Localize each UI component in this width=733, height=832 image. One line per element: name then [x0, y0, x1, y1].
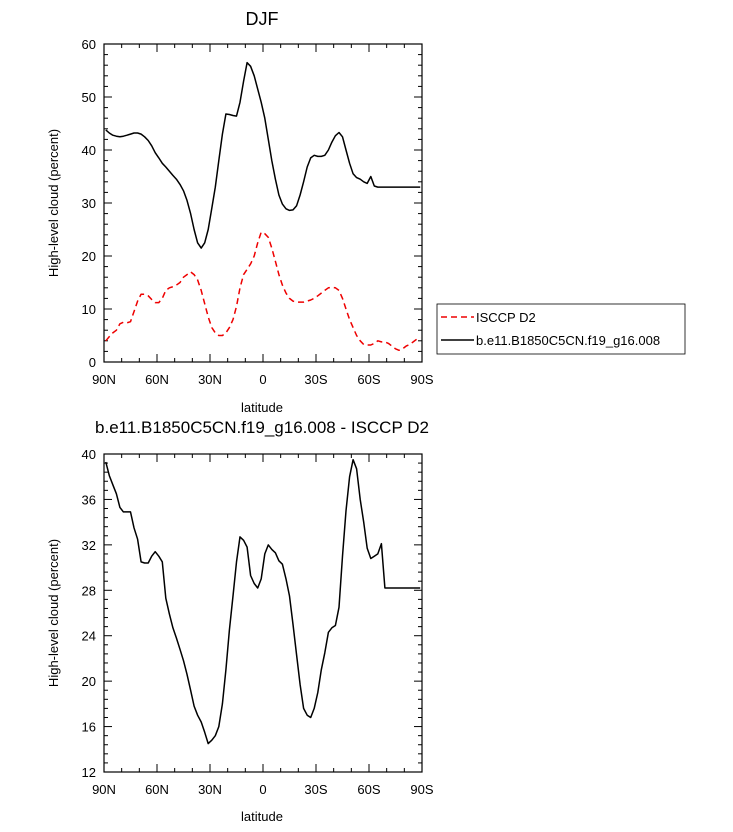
x-tick-labels: 90N 60N 30N 0 30S 60S 90S	[92, 782, 434, 797]
legend-label-isccp: ISCCP D2	[476, 310, 536, 325]
legend: ISCCP D2 b.e11.B1850C5CN.f19_g16.008	[436, 303, 686, 355]
x-tick-label: 90S	[410, 372, 433, 387]
y-tick-label: 24	[82, 629, 96, 644]
y-axis-label: High-level cloud (percent)	[46, 129, 61, 277]
x-tick-label: 30S	[304, 372, 327, 387]
legend-box	[436, 303, 686, 355]
x-tick-label: 30N	[198, 782, 222, 797]
chart-title: DJF	[246, 9, 279, 29]
x-tick-label: 60S	[357, 372, 380, 387]
tick-marks	[103, 453, 423, 773]
x-tick-label: 0	[259, 782, 266, 797]
y-tick-label: 16	[82, 720, 96, 735]
y-tick-labels: 0 10 20 30 40 50 60	[82, 37, 96, 370]
y-tick-label: 20	[82, 249, 96, 264]
y-tick-label: 40	[82, 447, 96, 462]
y-tick-label: 30	[82, 196, 96, 211]
x-tick-labels: 90N 60N 30N 0 30S 60S 90S	[92, 372, 434, 387]
x-tick-label: 90N	[92, 372, 116, 387]
series-lines	[105, 61, 421, 352]
y-tick-label: 10	[82, 302, 96, 317]
plot-frame	[103, 453, 423, 773]
y-tick-label: 28	[82, 583, 96, 598]
x-tick-label: 0	[259, 372, 266, 387]
y-tick-label: 20	[82, 674, 96, 689]
x-tick-label: 90S	[410, 782, 433, 797]
series-lines	[105, 458, 421, 745]
x-tick-label: 60N	[145, 782, 169, 797]
y-axis-label: High-level cloud (percent)	[46, 539, 61, 687]
y-tick-label: 40	[82, 143, 96, 158]
series-line-0	[105, 458, 421, 745]
chart-difference: b.e11.B1850C5CN.f19_g16.008 - ISCCP D2 1…	[46, 418, 434, 824]
chart-djf: DJF 0 10 20 30 40 50 60 90N 60N 30N 0 30S 60S 90S Hi…	[46, 9, 686, 415]
x-axis-label: latitude	[241, 400, 283, 415]
y-tick-labels: 12 16 20 24 28 32 36 40	[82, 447, 96, 780]
y-tick-label: 12	[82, 765, 96, 780]
series-line-0	[105, 231, 421, 352]
x-tick-label: 60S	[357, 782, 380, 797]
x-tick-label: 90N	[92, 782, 116, 797]
plot-frame	[103, 43, 423, 363]
legend-label-model: b.e11.B1850C5CN.f19_g16.008	[476, 333, 660, 348]
x-tick-label: 60N	[145, 372, 169, 387]
series-line-1	[105, 61, 421, 249]
tick-marks	[103, 43, 423, 363]
chart-title: b.e11.B1850C5CN.f19_g16.008 - ISCCP D2	[95, 418, 429, 437]
x-axis-label: latitude	[241, 809, 283, 824]
y-tick-label: 0	[89, 355, 96, 370]
x-tick-label: 30S	[304, 782, 327, 797]
y-tick-label: 50	[82, 90, 96, 105]
y-tick-label: 36	[82, 492, 96, 507]
x-tick-label: 30N	[198, 372, 222, 387]
y-tick-label: 32	[82, 538, 96, 553]
y-tick-label: 60	[82, 37, 96, 52]
